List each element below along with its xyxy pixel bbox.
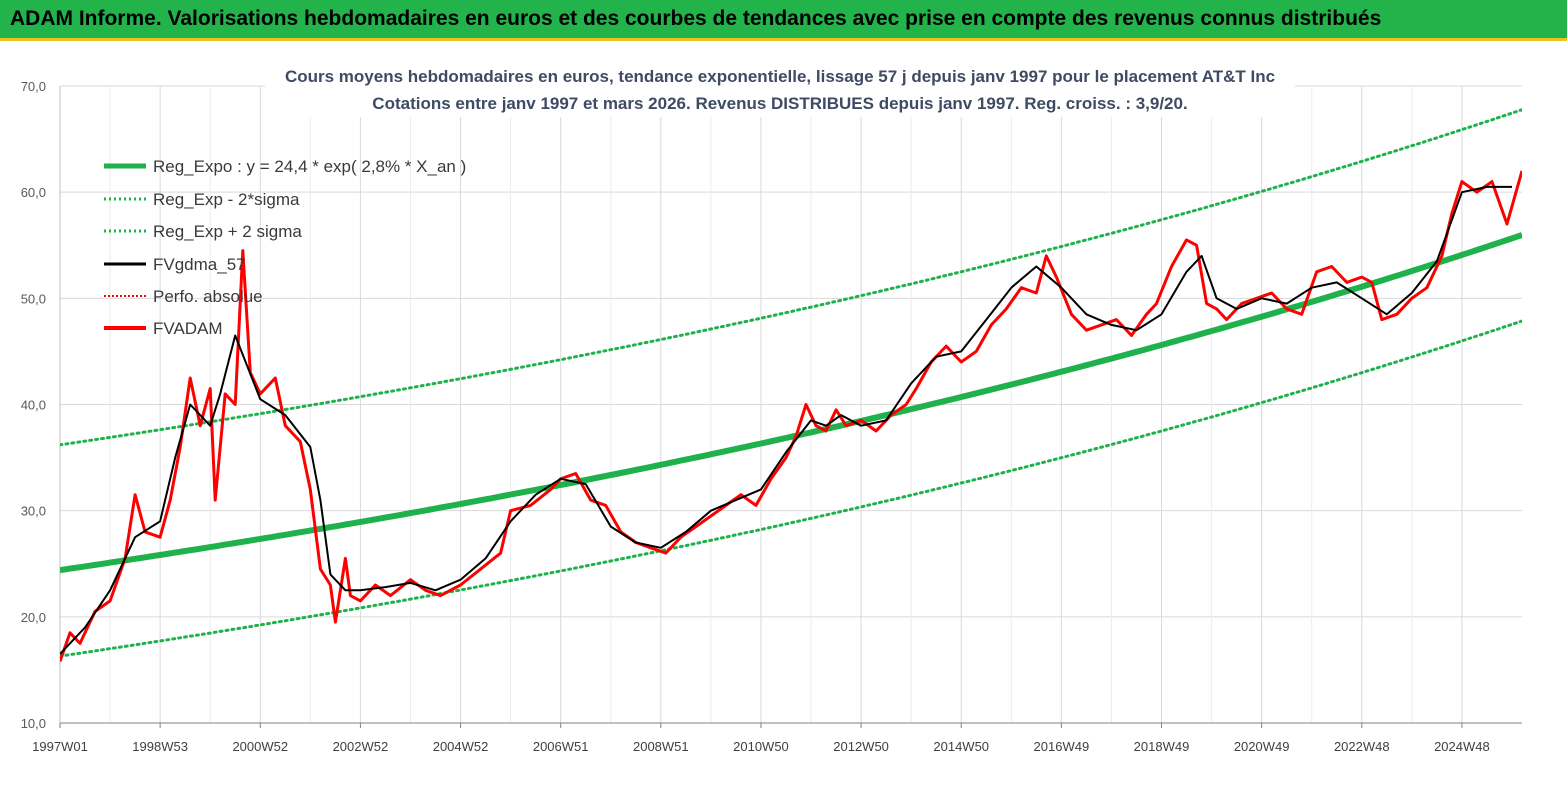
y-tick-label: 40,0: [21, 398, 46, 413]
legend-label-reg-expo: Reg_Expo : y = 24,4 * exp( 2,8% * X_an ): [153, 157, 466, 176]
series-reg-expo: [60, 232, 1522, 574]
y-tick-label: 30,0: [21, 504, 46, 519]
series-layer: [60, 108, 1522, 662]
x-tick-label: 2008W51: [633, 739, 689, 754]
x-tick-label: 2018W49: [1134, 739, 1190, 754]
x-tick-label: 1997W01: [32, 739, 88, 754]
y-tick-label: 10,0: [21, 716, 46, 731]
legend-label-perfo: Perfo. absolue: [153, 287, 263, 306]
chart-titles: Cours moyens hebdomadaires en euros, ten…: [265, 59, 1295, 117]
chart-legend: Reg_Expo : y = 24,4 * exp( 2,8% * X_an )…: [104, 157, 466, 338]
legend-entry-reg-expo[interactable]: Reg_Expo : y = 24,4 * exp( 2,8% * X_an ): [104, 157, 466, 176]
x-tick-label: 1998W53: [132, 739, 188, 754]
legend-entry-fvgdma[interactable]: FVgdma_57: [104, 255, 246, 274]
x-tick-label: 2024W48: [1434, 739, 1490, 754]
trend-chart: 10,0 20,0 30,0 40,0 50,0 60,0 70,0 1997W01 1998…: [21, 59, 1522, 754]
x-tick-label: 2000W52: [232, 739, 288, 754]
legend-entry-fvadam[interactable]: FVADAM: [104, 319, 223, 338]
report-banner: ADAM Informe. Valorisations hebdomadaire…: [0, 0, 1567, 38]
y-tick-label: 50,0: [21, 291, 46, 306]
x-tick-label: 2004W52: [433, 739, 489, 754]
legend-entry-perfo[interactable]: Perfo. absolue: [104, 287, 263, 306]
series-reg-plus-2sigma: [60, 108, 1522, 447]
x-tick-label: 2020W49: [1234, 739, 1290, 754]
x-axis-ticks: 1997W01 1998W53 2000W52 2002W52 2004W52 2006W…: [32, 723, 1490, 754]
x-tick-label: 2010W50: [733, 739, 789, 754]
series-reg-minus-2sigma: [60, 319, 1522, 658]
x-tick-label: 2016W49: [1034, 739, 1090, 754]
title-background: [265, 59, 1295, 117]
chart-axes: [59, 86, 1522, 724]
x-tick-label: 2006W51: [533, 739, 589, 754]
chart-subtitle: Cotations entre janv 1997 et mars 2026. …: [372, 94, 1187, 113]
chart-grid: [59, 85, 1522, 724]
x-tick-label: 2014W50: [933, 739, 989, 754]
legend-label-fvadam: FVADAM: [153, 319, 223, 338]
chart-title: Cours moyens hebdomadaires en euros, ten…: [285, 67, 1275, 86]
x-tick-label: 2012W50: [833, 739, 889, 754]
series-fvadam: [60, 170, 1522, 662]
x-tick-label: 2002W52: [333, 739, 389, 754]
y-axis-ticks: 10,0 20,0 30,0 40,0 50,0 60,0 70,0: [21, 79, 46, 731]
y-tick-label: 20,0: [21, 610, 46, 625]
series-fvgdma-57: [60, 185, 1512, 655]
banner-underline: [0, 38, 1567, 41]
x-tick-label: 2022W48: [1334, 739, 1390, 754]
legend-label-reg-plus: Reg_Exp + 2 sigma: [153, 222, 302, 241]
legend-entry-reg-plus[interactable]: Reg_Exp + 2 sigma: [104, 222, 302, 241]
y-tick-label: 60,0: [21, 185, 46, 200]
legend-label-reg-minus: Reg_Exp - 2*sigma: [153, 190, 300, 209]
chart-frame: 10,0 20,0 30,0 40,0 50,0 60,0 70,0 1997W01 1998…: [0, 41, 1567, 783]
y-tick-label: 70,0: [21, 79, 46, 94]
legend-label-fvgdma: FVgdma_57: [153, 255, 246, 274]
legend-entry-reg-minus[interactable]: Reg_Exp - 2*sigma: [104, 190, 300, 209]
